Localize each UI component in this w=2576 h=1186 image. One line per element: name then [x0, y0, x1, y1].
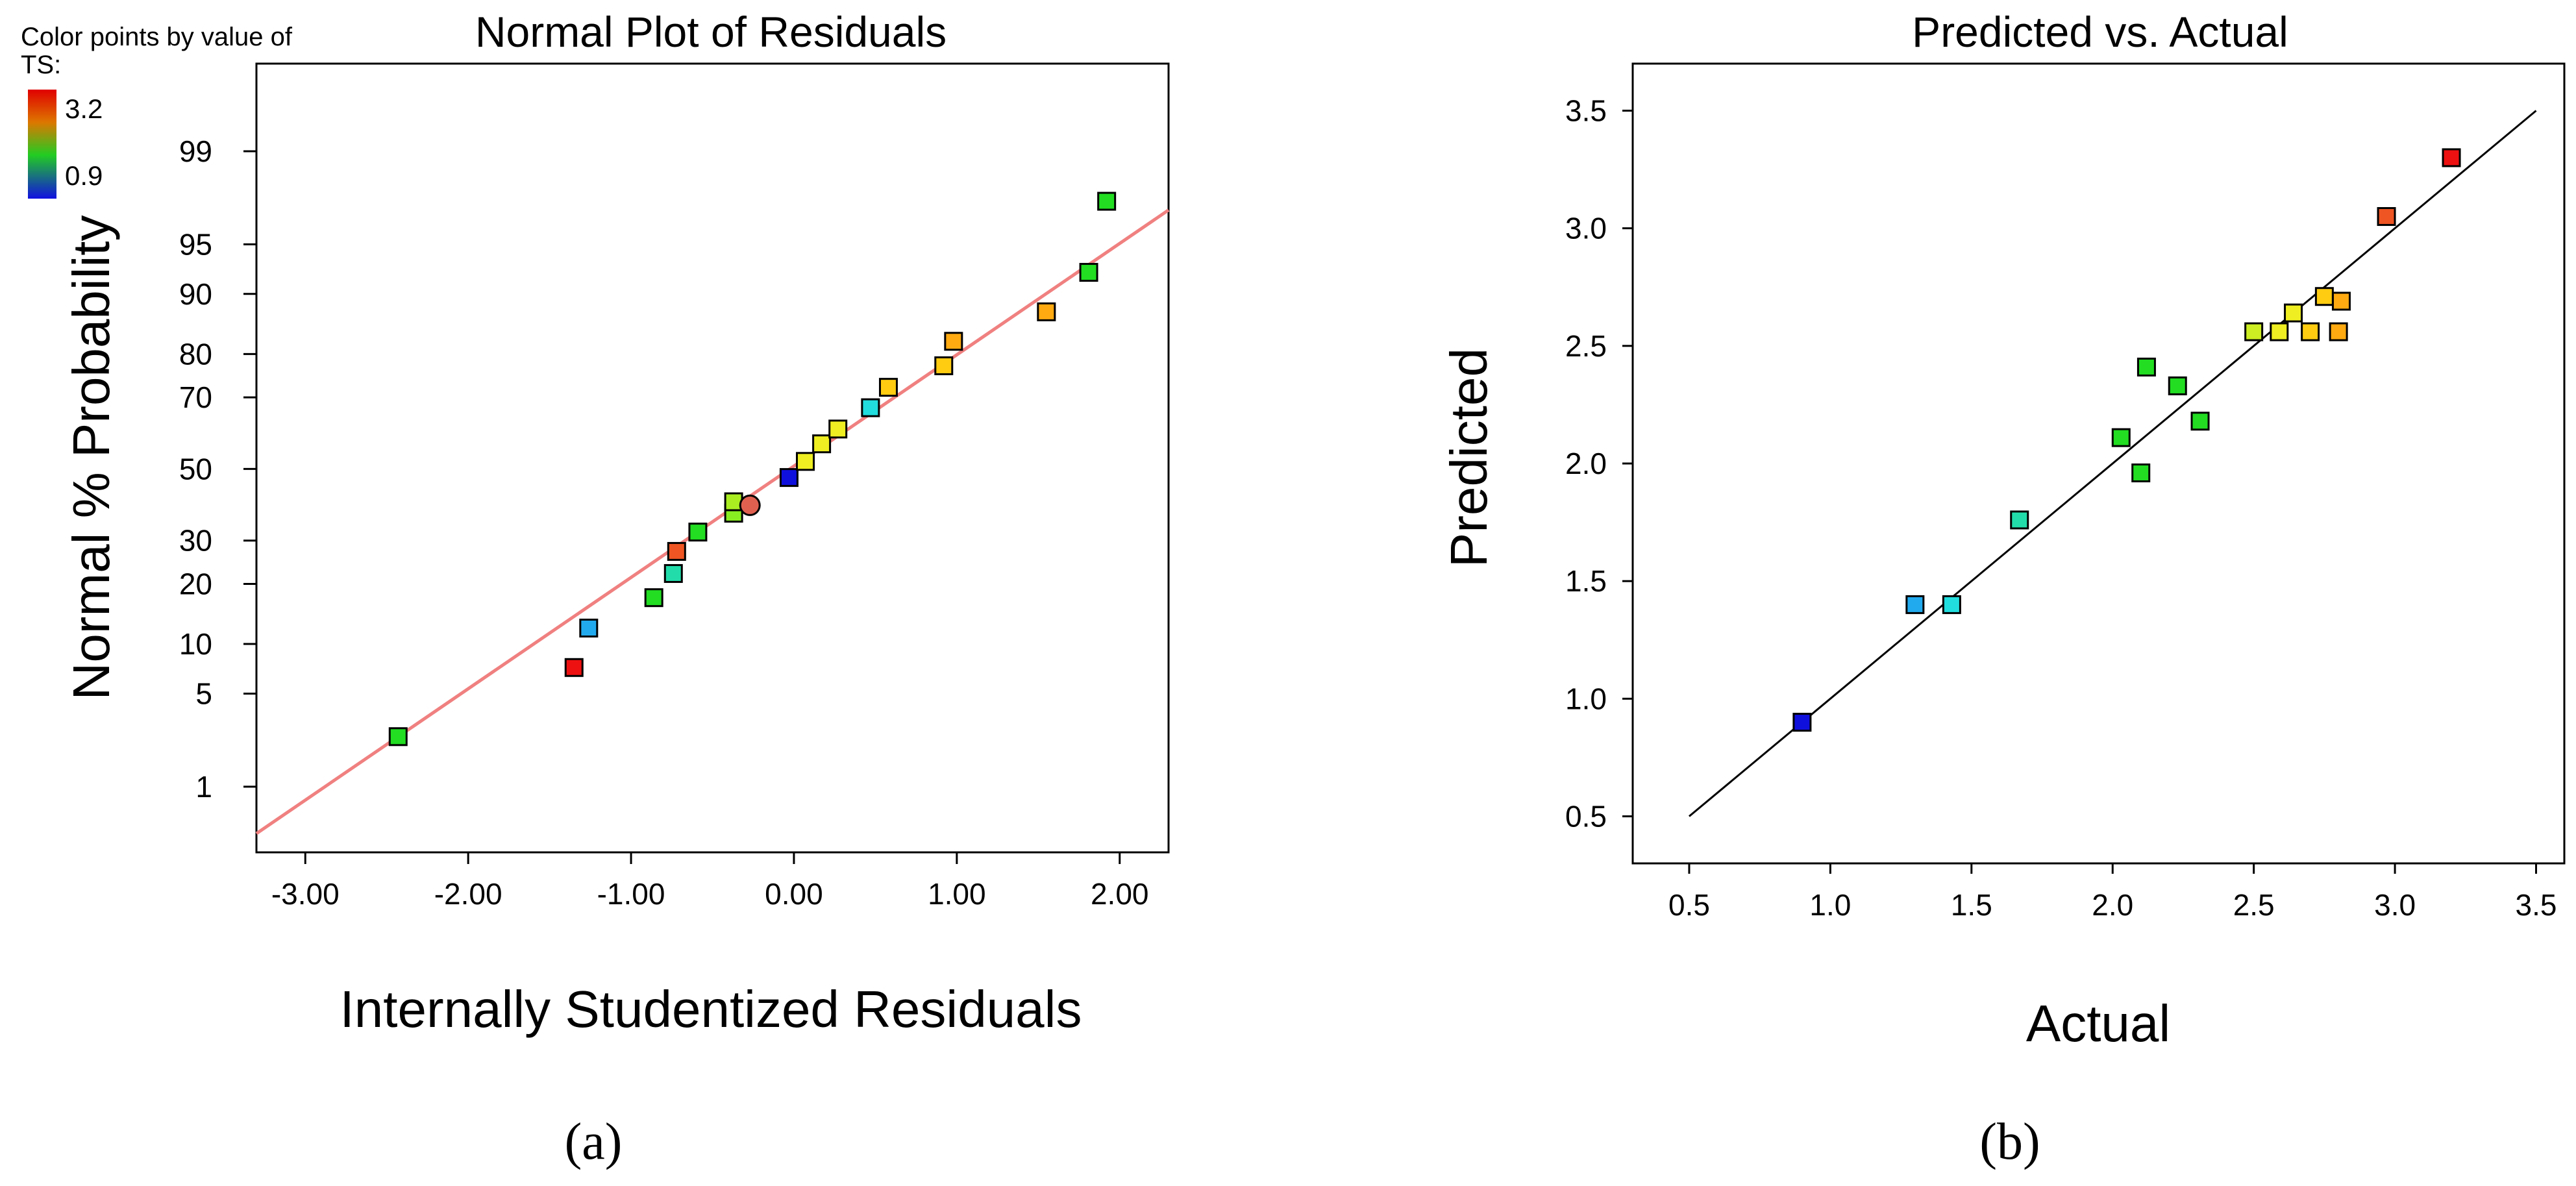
legend-title: Color points by value of TS:: [21, 23, 293, 79]
chart-b-point-16: [2377, 207, 2396, 227]
chart-b-point-2: [1942, 595, 1961, 614]
chart-a-x-tick-label: 2.00: [1091, 877, 1149, 911]
chart-a-points: [388, 191, 1117, 747]
chart-b-plot-frame: [1631, 62, 2566, 865]
chart-b-points: [1792, 148, 2461, 732]
chart-b-y-tick-label: 1.0: [1565, 682, 1607, 715]
chart-a-x-axis: -3.00 -2.00 -1.00 0.00 1.00 2.00: [271, 852, 1149, 911]
chart-b-point-17: [2442, 148, 2461, 167]
chart-a-point-17: [944, 332, 963, 351]
chart-a-point-3: [644, 588, 663, 608]
chart-b-point-11: [2284, 303, 2303, 323]
chart-a-x-label: Internally Studentized Residuals: [340, 980, 1082, 1038]
chart-b-x-label: Actual: [2026, 995, 2170, 1052]
chart-b-point-9: [2244, 322, 2264, 341]
chart-a-y-tick-label: 30: [179, 524, 212, 558]
chart-b-point-14: [2329, 322, 2348, 341]
chart-a-point-15: [878, 378, 898, 397]
chart-a-point-13: [828, 419, 848, 439]
chart-a-y-tick-label: 20: [179, 567, 212, 600]
predicted-vs-actual-chart: Predicted vs. Actual 0.5 1.0 1.5 2.0 2.5 3.0 3…: [1440, 8, 2566, 1170]
chart-b-y-axis: 0.5 1.0 1.5 2.0 2.5 3.0 3.5: [1565, 93, 1633, 834]
chart-b-x-tick-label: 1.5: [1951, 888, 1992, 922]
chart-a-point-5: [667, 541, 686, 561]
chart-b-point-4: [2111, 428, 2131, 447]
chart-b-point-12: [2301, 322, 2320, 341]
chart-a-plot-frame: [255, 62, 1170, 854]
chart-a-y-tick-label: 95: [179, 227, 212, 261]
chart-b-y-tick-label: 2.5: [1565, 329, 1607, 363]
chart-b-point-10: [2270, 322, 2289, 341]
chart-a-point-9: [739, 494, 761, 516]
chart-b-point-15: [2331, 291, 2351, 311]
chart-a-point-20: [1097, 191, 1117, 211]
chart-a-point-2: [579, 619, 599, 638]
chart-b-x-tick-label: 2.0: [2092, 888, 2133, 922]
color-legend: Color points by value of TS: 3.2 0.9: [21, 23, 293, 199]
chart-a-point-19: [1079, 263, 1098, 282]
chart-b-x-tick-label: 3.0: [2374, 888, 2416, 922]
chart-b-y-label: Predicted: [1440, 348, 1498, 567]
chart-a-y-tick-label: 1: [195, 770, 212, 804]
chart-b-point-7: [2168, 376, 2187, 395]
chart-a-y-tick-label: 5: [195, 676, 212, 710]
chart-a-point-8: [724, 492, 743, 512]
chart-b-x-tick-label: 1.0: [1809, 888, 1851, 922]
legend-color-bar: [28, 90, 56, 199]
chart-a-point-4: [663, 563, 683, 583]
chart-a-point-6: [688, 523, 708, 542]
chart-a-fit-line: [255, 208, 1170, 835]
chart-a-y-tick-label: 10: [179, 627, 212, 661]
chart-b-panel-label: (b): [1979, 1113, 2040, 1170]
chart-b-x-tick-label: 2.5: [2233, 888, 2275, 922]
chart-a-x-tick-label: -2.00: [434, 877, 502, 911]
chart-b-point-0: [1792, 713, 1812, 732]
normal-plot-chart: Normal Plot of Residuals Color points by…: [21, 8, 1170, 1170]
chart-a-point-12: [812, 434, 832, 454]
chart-a-panel-label: (a): [565, 1113, 623, 1170]
chart-b-title: Predicted vs. Actual: [1912, 8, 2288, 56]
chart-b-y-tick-label: 1.5: [1565, 564, 1607, 598]
chart-a-y-label: Normal % Probability: [62, 216, 120, 700]
chart-b-point-3: [2010, 510, 2029, 530]
chart-a-point-1: [564, 658, 584, 677]
chart-a-x-tick-label: 0.00: [765, 877, 823, 911]
chart-a-title: Normal Plot of Residuals: [475, 8, 947, 56]
chart-a-point-14: [861, 398, 880, 417]
chart-b-point-6: [2136, 357, 2156, 377]
legend-max-label: 3.2: [65, 93, 103, 124]
chart-a-y-tick-label: 50: [179, 452, 212, 486]
chart-b-y-tick-label: 3.0: [1565, 212, 1607, 245]
chart-b-y-tick-label: 3.5: [1565, 93, 1607, 127]
chart-a-point-18: [1037, 302, 1056, 321]
chart-a-y-tick-label: 80: [179, 337, 212, 371]
chart-a-y-axis: 1 5 10 20 30 50 70 80 90 95 99: [179, 134, 256, 804]
chart-b-y-tick-label: 2.0: [1565, 447, 1607, 480]
chart-b-point-8: [2190, 412, 2210, 431]
chart-b-x-tick-label: 0.5: [1668, 888, 1710, 922]
chart-b-point-1: [1905, 595, 1925, 614]
chart-a-x-tick-label: -3.00: [271, 877, 340, 911]
chart-a-y-tick-label: 99: [179, 134, 212, 168]
chart-a-point-11: [796, 452, 815, 471]
chart-a-y-tick-label: 70: [179, 380, 212, 414]
chart-a-x-tick-label: -1.00: [597, 877, 665, 911]
legend-min-label: 0.9: [65, 160, 103, 191]
chart-b-point-5: [2131, 463, 2151, 482]
chart-b-x-tick-label: 3.5: [2516, 888, 2557, 922]
chart-b-x-axis: 0.5 1.0 1.5 2.0 2.5 3.0 3.5: [1668, 863, 2557, 922]
chart-b-point-13: [2314, 287, 2334, 306]
chart-b-y-tick-label: 0.5: [1565, 800, 1607, 834]
chart-b-identity-line: [1689, 110, 2537, 817]
chart-a-point-16: [934, 356, 954, 375]
chart-a-point-10: [779, 468, 799, 488]
chart-a-y-tick-label: 90: [179, 277, 212, 311]
chart-a-x-tick-label: 1.00: [928, 877, 986, 911]
chart-a-point-0: [388, 727, 408, 747]
